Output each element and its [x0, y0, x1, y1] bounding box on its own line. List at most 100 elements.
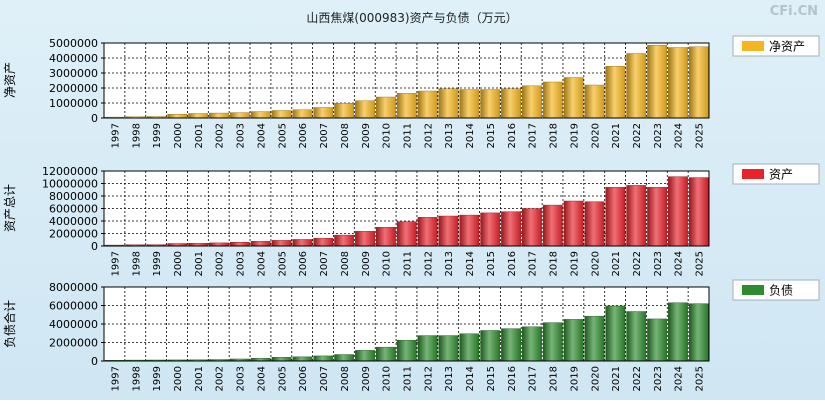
x-tick-label: 2002: [215, 123, 226, 148]
x-tick-label: 2003: [236, 123, 247, 148]
bar-net-assets-2024: [668, 47, 688, 119]
x-tick-label: 2016: [507, 366, 518, 391]
x-tick-label: 2012: [423, 123, 434, 148]
x-tick-label: 1999: [152, 251, 163, 276]
x-tick-label: 2017: [528, 366, 539, 391]
x-tick-label: 2002: [215, 366, 226, 391]
y-tick-label: 10000000: [42, 178, 98, 191]
x-tick-label: 2021: [611, 251, 622, 276]
bar-net-assets-2000: [167, 114, 188, 119]
x-tick-label: 2019: [569, 366, 580, 391]
x-tick-label: 2024: [674, 251, 685, 276]
bar-liabilities-2013: [438, 335, 459, 362]
bar-assets-2014: [459, 214, 480, 247]
y-axis-title: 资产总计: [3, 184, 17, 232]
x-tick-label: 2013: [444, 251, 455, 276]
y-tick-label: 0: [91, 112, 98, 125]
x-tick-label: 2004: [256, 251, 267, 276]
x-tick-label: 2018: [549, 366, 560, 391]
bar-assets-2016: [501, 211, 521, 247]
x-tick-label: 2005: [277, 251, 288, 276]
x-tick-label: 2025: [695, 251, 706, 276]
x-tick-label: 1997: [110, 366, 121, 391]
x-tick-label: 2019: [569, 123, 580, 148]
y-axis-title: 净资产: [3, 62, 17, 98]
bar-net-assets-2023: [647, 45, 667, 119]
x-tick-label: 2020: [590, 366, 601, 391]
bar-net-assets-2015: [480, 89, 501, 119]
y-tick-label: 8000000: [49, 190, 98, 203]
y-tick-label: 4000000: [49, 52, 98, 65]
x-tick-label: 2022: [632, 366, 643, 391]
legend-liabilities: 负债: [732, 279, 820, 301]
bar-assets-2011: [396, 221, 417, 247]
chart-panel-assets: 0200000040000006000000800000010000000120…: [3, 163, 820, 276]
bar-liabilities-2025: [688, 303, 709, 362]
x-tick-label: 2024: [674, 123, 685, 148]
legend-label: 负债: [769, 284, 793, 298]
y-tick-label: 6000000: [49, 300, 98, 313]
x-tick-label: 2007: [319, 251, 330, 276]
bar-liabilities-2009: [355, 350, 375, 362]
bar-assets-2007: [313, 237, 334, 247]
chart-panels: 0 1000000 2000000 3000000 4000000 5000000 1997…: [2, 35, 820, 391]
legend-swatch: [742, 41, 764, 51]
y-tick-label: 3000000: [49, 67, 98, 80]
y-tick-label: 2000000: [49, 228, 98, 241]
bar-assets-2009: [355, 231, 375, 247]
x-tick-label: 2000: [173, 251, 184, 276]
bar-net-assets-2018: [542, 81, 563, 119]
bar-net-assets-2009: [355, 100, 375, 119]
bar-net-assets-2007: [313, 107, 334, 119]
bar-liabilities-2010: [376, 346, 396, 362]
bar-liabilities-2007: [313, 355, 334, 362]
x-tick-label: 2022: [632, 123, 643, 148]
y-tick-label: 1000000: [49, 97, 98, 110]
y-tick-label: 4000000: [49, 215, 98, 228]
bar-assets-2021: [605, 187, 626, 247]
bar-net-assets-2006: [292, 109, 313, 119]
x-tick-label: 2022: [632, 251, 643, 276]
x-tick-label: 2009: [361, 251, 372, 276]
bar-liabilities-2005: [271, 357, 292, 362]
x-tick-label: 2006: [298, 366, 309, 391]
bar-net-assets-2013: [438, 88, 459, 119]
x-tick-label: 2025: [695, 366, 706, 391]
bar-liabilities-2024: [668, 302, 688, 362]
x-tick-label: 2005: [277, 123, 288, 148]
x-tick-label: 2020: [590, 123, 601, 148]
x-tick-label: 2004: [256, 366, 267, 391]
x-tick-label: 2018: [549, 251, 560, 276]
x-tick-label: 2011: [403, 251, 414, 276]
x-tick-label: 2001: [194, 123, 205, 148]
bar-liabilities-2023: [647, 318, 667, 362]
x-tick-label: 1999: [152, 123, 163, 148]
legend-label: 净资产: [769, 40, 805, 54]
x-tick-label: 2011: [403, 366, 414, 391]
x-tick-label: 2013: [444, 123, 455, 148]
x-tick-label: 2008: [340, 366, 351, 391]
bar-liabilities-2008: [334, 354, 355, 362]
x-tick-label: 2010: [382, 123, 393, 148]
x-tick-label: 2000: [173, 123, 184, 148]
x-tick-label: 2010: [382, 251, 393, 276]
bar-net-assets-2002: [209, 112, 229, 119]
y-tick-label: 0: [91, 240, 98, 253]
bar-assets-2008: [334, 234, 355, 247]
x-tick-label: 2024: [674, 366, 685, 391]
legend-net-assets: 净资产: [732, 35, 820, 57]
bar-liabilities-2021: [605, 305, 626, 362]
bar-assets-2003: [229, 242, 250, 247]
bar-net-assets-2008: [334, 103, 355, 119]
x-tick-label: 2001: [194, 366, 205, 391]
bar-net-assets-2003: [229, 112, 250, 119]
bar-liabilities-2016: [501, 328, 521, 362]
x-tick-label: 2008: [340, 123, 351, 148]
x-tick-label: 2017: [528, 251, 539, 276]
bar-assets-2020: [584, 201, 605, 247]
legend-swatch: [742, 169, 764, 179]
y-tick-label: 2000000: [49, 82, 98, 95]
bar-net-assets-2022: [626, 53, 647, 119]
bar-net-assets-2020: [584, 84, 605, 119]
